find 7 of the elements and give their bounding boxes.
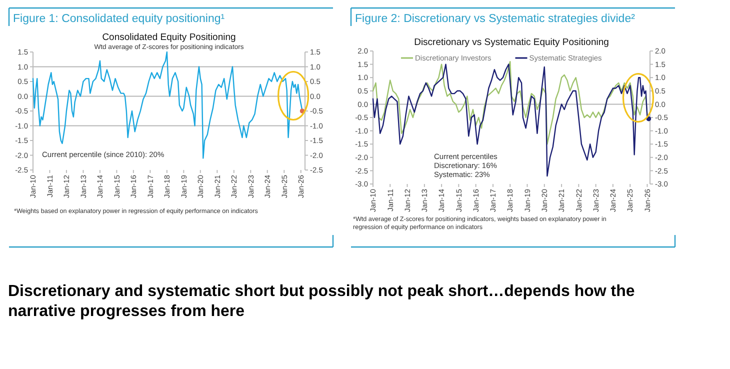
chart-subtitle: Discretionary vs Systematic Equity Positioning — [414, 37, 609, 48]
chart-title: Figure 2: Discretionary vs Systematic strategies divide² — [355, 13, 636, 25]
text: Discretionary and systematic short but possibly not peak short…depends how the narrative progresses from here — [8, 283, 635, 320]
chart-title: Figure 1: Consolidated equity positioning¹ — [13, 13, 225, 25]
line-series — [372, 61, 648, 145]
chart-subtitle: Consolidated Equity Positioning — [102, 32, 236, 43]
line-series — [32, 51, 303, 159]
